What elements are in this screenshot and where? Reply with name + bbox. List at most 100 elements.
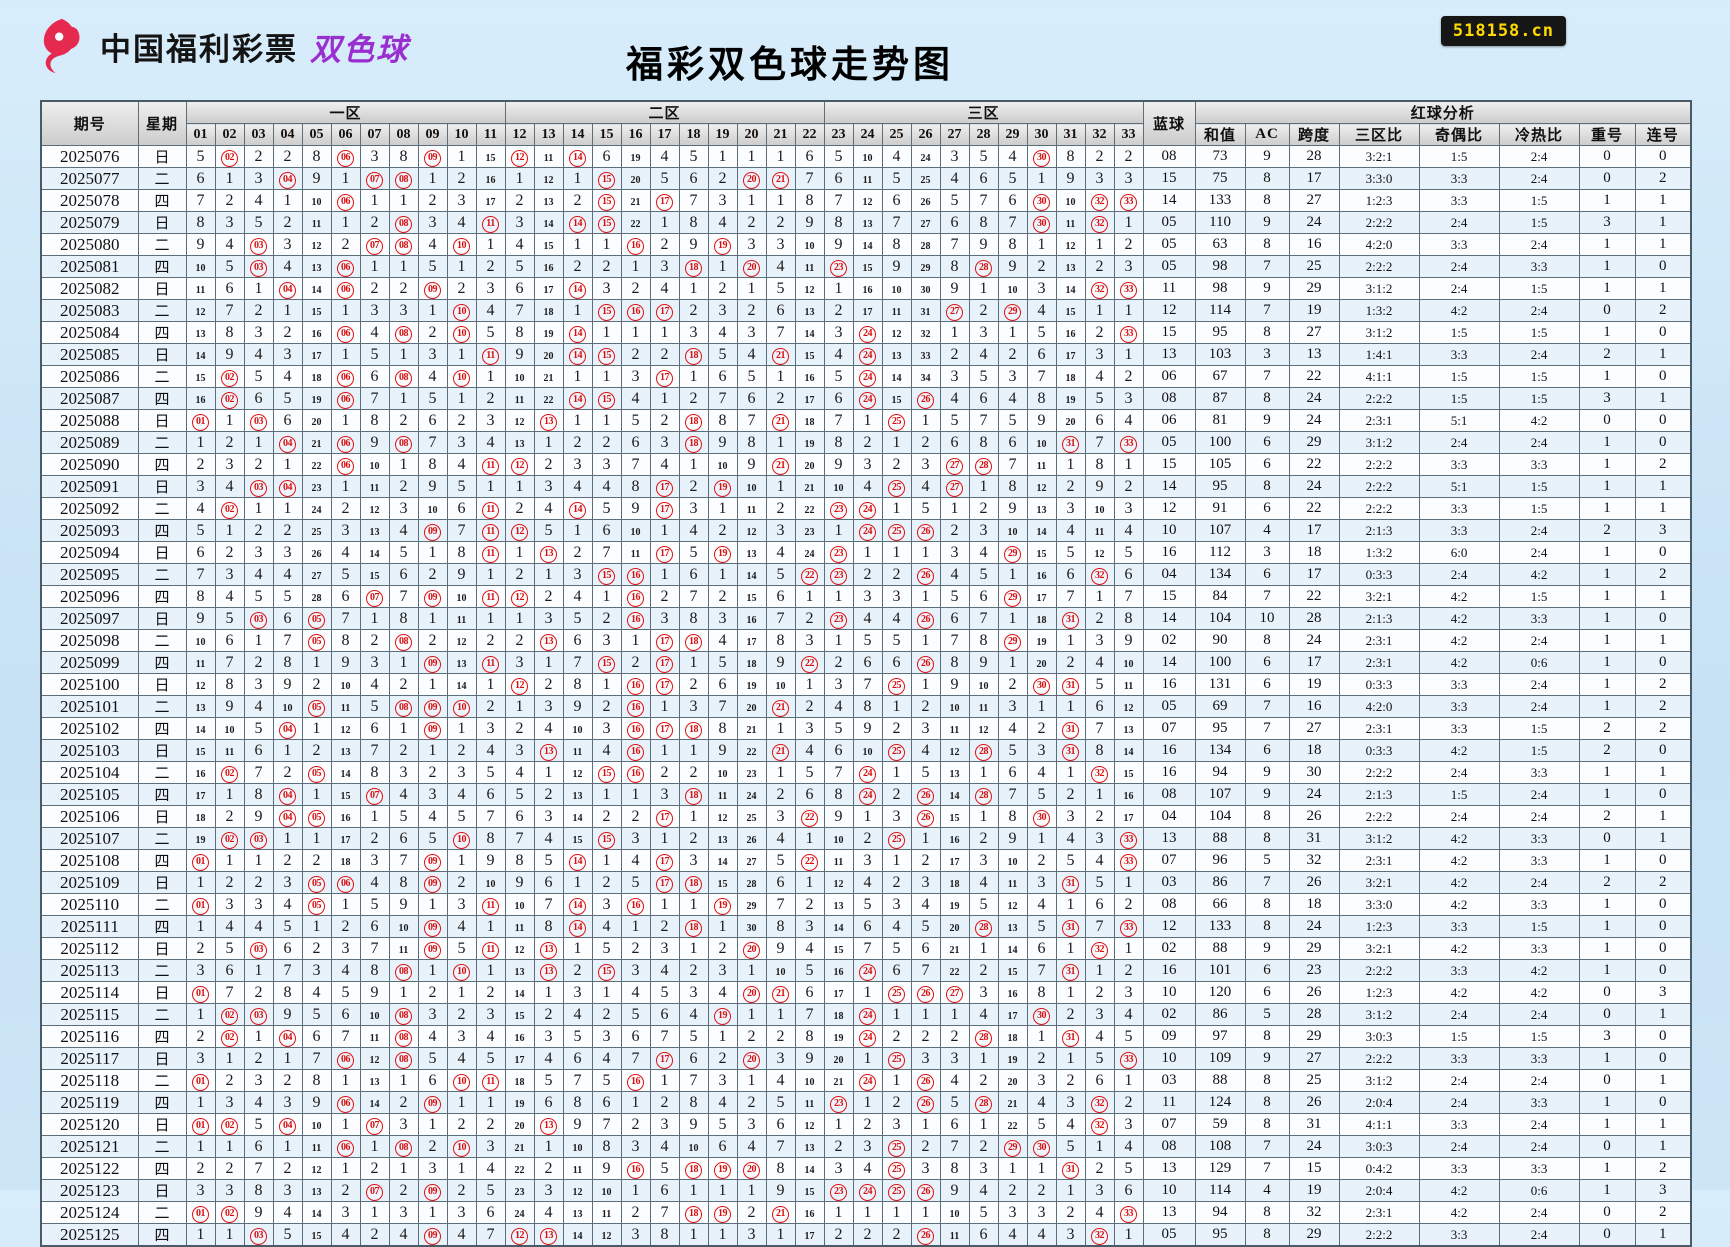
issue-cell: 2025101 — [40, 695, 139, 718]
analysis-cell: 109 — [1194, 1047, 1246, 1070]
analysis-cell: 25 — [1288, 255, 1340, 278]
miss-count: 9 — [689, 235, 698, 253]
miss-count: 2 — [1095, 983, 1104, 1001]
miss-count: 3 — [863, 1137, 872, 1155]
ball-cell: 10 — [214, 717, 245, 740]
ball-cell: 1 — [707, 915, 738, 938]
red-ball-hit: 03 — [250, 259, 267, 277]
miss-count: 18 — [804, 416, 815, 428]
analysis-cell: 4:2 — [1498, 981, 1580, 1004]
blue-ball-cell: 03 — [1142, 871, 1196, 894]
miss-count: 5 — [486, 1049, 495, 1067]
ball-cell: 5 — [620, 871, 651, 894]
miss-count: 2 — [457, 1181, 466, 1199]
miss-count: 5 — [1066, 543, 1075, 561]
ball-column-header: 08 — [388, 123, 419, 146]
miss-count: 3 — [573, 455, 582, 473]
ball-cell: 17 — [1055, 343, 1086, 366]
ball-cell: 1 — [736, 959, 767, 982]
ball-cell: 2 — [939, 343, 970, 366]
miss-count: 2 — [254, 147, 263, 165]
ball-cell: 15 — [330, 783, 361, 806]
red-ball-hit: 31 — [1062, 611, 1080, 629]
ball-cell: 5 — [1055, 1135, 1086, 1158]
red-ball-hit: 09 — [424, 941, 441, 959]
ball-cell: 4 — [707, 1091, 738, 1114]
ball-cell: 1 — [678, 893, 709, 916]
ball-cell: 9 — [765, 937, 796, 960]
miss-count: 2 — [1124, 235, 1133, 253]
ball-cell: 2 — [1084, 255, 1115, 278]
ball-cell: 2 — [910, 431, 941, 454]
ball-cell: 29 — [997, 629, 1028, 652]
ball-cell: 11 — [736, 497, 767, 520]
ball-cell: 16 — [620, 695, 651, 718]
analysis-cell: 1 — [1634, 189, 1692, 212]
ball-cell: 3 — [214, 211, 245, 234]
miss-count: 1 — [341, 301, 350, 319]
ball-cell: 11 — [1084, 519, 1115, 542]
red-ball-hit: 16 — [627, 743, 645, 761]
ball-cell: 4 — [330, 959, 361, 982]
red-ball-hit: 30 — [1033, 149, 1051, 167]
ball-cell: 10 — [852, 739, 883, 762]
issue-cell: 2025097 — [40, 607, 139, 630]
ball-cell: 5 — [939, 1091, 970, 1114]
ball-cell: 13 — [301, 255, 332, 278]
ball-cell: 4 — [446, 783, 477, 806]
ball-cell: 9 — [881, 255, 912, 278]
miss-count: 7 — [1095, 433, 1104, 451]
analysis-cell: 24 — [1288, 211, 1340, 234]
table-row: 2025079 日 8 3 5 2 11 1 2 08 3 4 11 3 14 14 15 22 1 8 4 2 2 9 8 13… — [40, 211, 1692, 234]
issue-cell: 2025114 — [40, 981, 139, 1004]
miss-count: 19 — [746, 680, 757, 692]
ball-cell: 06 — [330, 387, 361, 410]
ball-cell: 1 — [504, 475, 535, 498]
ball-cell: 1 — [388, 651, 419, 674]
ball-cell: 15 — [707, 871, 738, 894]
issue-cell: 2025110 — [40, 893, 139, 916]
miss-count: 24 — [514, 1208, 525, 1220]
miss-count: 17 — [340, 834, 351, 846]
ball-cell: 4 — [388, 783, 419, 806]
issue-cell: 2025078 — [40, 189, 139, 212]
ball-cell: 21 — [533, 365, 564, 388]
red-ball-hit: 18 — [685, 787, 703, 805]
miss-count: 3 — [457, 191, 466, 209]
miss-count: 4 — [892, 917, 901, 935]
ball-cell: 2 — [243, 453, 274, 476]
table-row: 2025117 日 3 1 2 1 7 06 12 08 5 4 5 17 4 6 4 7 17 6 2 20 3 9 20 1 2… — [40, 1047, 1692, 1070]
ball-cell: 4 — [939, 167, 970, 190]
miss-count: 7 — [979, 411, 988, 429]
analysis-cell: 2 — [1634, 1157, 1692, 1180]
miss-count: 2 — [312, 741, 321, 759]
ball-cell: 1 — [881, 761, 912, 784]
miss-count: 2 — [225, 873, 234, 891]
red-ball-hit: 25 — [888, 985, 906, 1003]
ball-cell: 2 — [185, 937, 216, 960]
ball-cell: 17 — [649, 365, 680, 388]
miss-count: 6 — [486, 1203, 495, 1221]
miss-count: 3 — [1124, 169, 1133, 187]
ball-cell: 11 — [185, 277, 216, 300]
miss-count: 16 — [543, 262, 554, 274]
miss-count: 1 — [1095, 785, 1104, 803]
ball-cell: 16 — [736, 607, 767, 630]
analysis-cell: 97 — [1194, 1025, 1246, 1048]
ball-cell: 07 — [359, 167, 390, 190]
red-ball-hit: 14 — [569, 215, 587, 233]
miss-count: 4 — [718, 213, 727, 231]
ball-cell: 1 — [736, 189, 767, 212]
ball-cell: 1 — [852, 541, 883, 564]
miss-count: 3 — [631, 1137, 640, 1155]
ball-cell: 7 — [330, 1025, 361, 1048]
ball-cell: 01 — [185, 849, 216, 872]
miss-count: 3 — [399, 1203, 408, 1221]
ball-cell: 20 — [1055, 409, 1086, 432]
miss-count: 2 — [1008, 675, 1017, 693]
analysis-cell: 86 — [1194, 1003, 1246, 1026]
ball-cell: 1 — [823, 585, 854, 608]
ball-cell: 2 — [678, 475, 709, 498]
red-ball-hit: 26 — [917, 985, 935, 1003]
ball-cell: 3 — [707, 1069, 738, 1092]
